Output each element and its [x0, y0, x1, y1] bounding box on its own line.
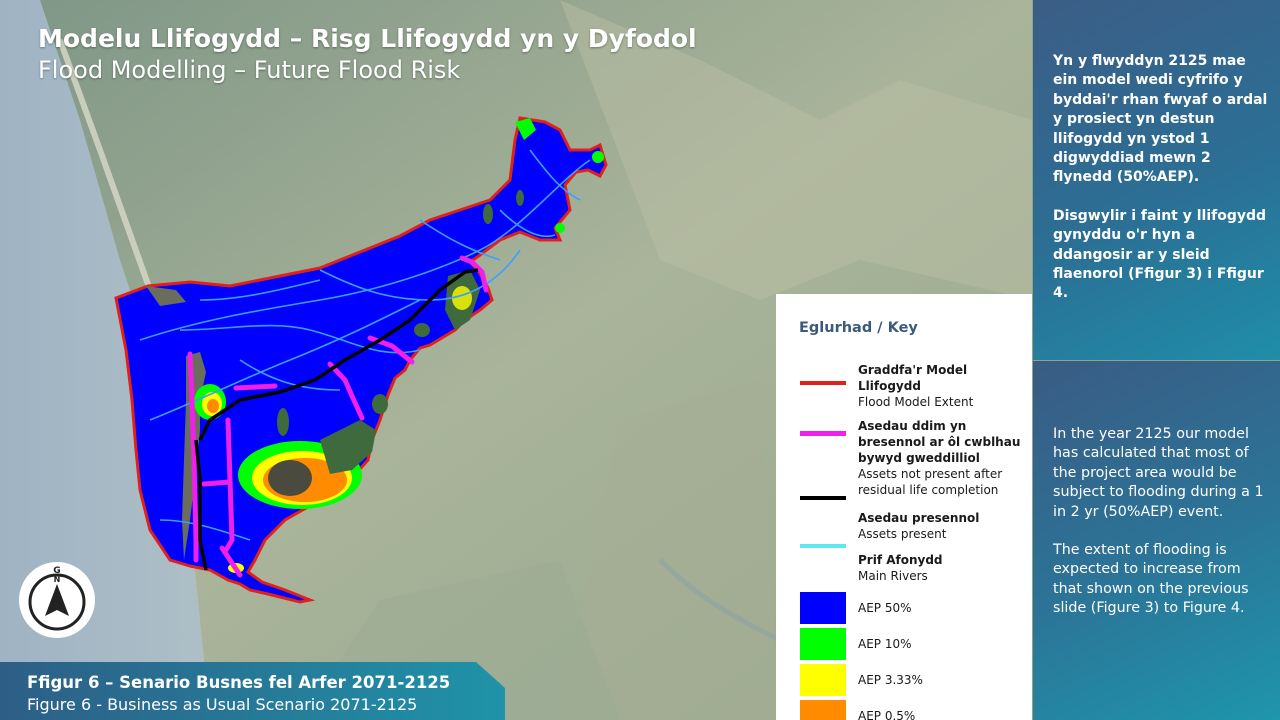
legend-swatch-assets-not-present [800, 431, 846, 436]
summary-panel-welsh: Yn y flwyddyn 2125 mae ein model wedi cy… [1033, 0, 1280, 360]
legend-label-welsh: Asedau presennol [858, 511, 980, 525]
svg-text:G: G [53, 566, 60, 576]
assets-not-present [187, 255, 489, 578]
summary-welsh-paragraph-2: Disgwylir i faint y llifogydd gynyddu o'… [1053, 207, 1267, 302]
map-title-welsh: Modelu Llifogydd – Risg Llifogydd yn y D… [38, 24, 697, 53]
legend-swatch-flood-extent [800, 381, 846, 385]
legend-label-aep-10: AEP 10% [858, 637, 912, 651]
map-legend: Eglurhad / Key Graddfa'r Model Llifogydd… [776, 294, 1032, 720]
summary-english-paragraph-1: In the year 2125 our model has calculate… [1053, 426, 1264, 520]
legend-label-english: Main Rivers [858, 569, 928, 583]
legend-label-aep-3-33: AEP 3.33% [858, 673, 923, 687]
assets-present [194, 268, 479, 571]
summary-panel-english: In the year 2125 our model has calculate… [1033, 361, 1280, 720]
legend-swatch-aep-10 [800, 628, 846, 660]
caption-background [0, 662, 505, 720]
legend-label-welsh: Asedau ddim yn bresennol ar ôl cwblhau b… [858, 419, 1021, 465]
figure-caption: Ffigur 6 – Senario Busnes fel Arfer 2071… [0, 662, 505, 720]
legend-label-english: Assets not present after residual life c… [858, 467, 1003, 497]
legend-swatch-main-rivers [800, 544, 846, 548]
legend-title: Eglurhad / Key [799, 320, 918, 336]
legend-label-english: Assets present [858, 527, 947, 541]
legend-label-aep-0-5: AEP 0.5% [858, 709, 916, 720]
summary-english-paragraph-2: The extent of flooding is expected to in… [1053, 542, 1249, 617]
legend-label-welsh: Prif Afonydd [858, 553, 943, 567]
summary-welsh-paragraph-1: Yn y flwyddyn 2125 mae ein model wedi cy… [1053, 53, 1268, 186]
map-title-english: Flood Modelling – Future Flood Risk [38, 56, 461, 84]
compass: G N [17, 560, 97, 640]
legend-swatch-aep-3-33 [800, 664, 846, 696]
legend-label-english: Flood Model Extent [858, 395, 974, 409]
flood-extent-aep50 [114, 116, 608, 604]
svg-text:N: N [54, 575, 61, 584]
caption-english: Figure 6 - Business as Usual Scenario 20… [27, 695, 418, 714]
legend-label-aep-50: AEP 50% [858, 601, 912, 615]
north-arrow-icon: G N [19, 562, 95, 638]
legend-swatch-aep-0-5 [800, 700, 846, 720]
legend-swatch-assets-present [800, 496, 846, 500]
legend-swatch-aep-50 [800, 592, 846, 624]
legend-label-welsh: Graddfa'r Model Llifogydd [858, 363, 968, 393]
caption-welsh: Ffigur 6 – Senario Busnes fel Arfer 2071… [27, 673, 451, 692]
